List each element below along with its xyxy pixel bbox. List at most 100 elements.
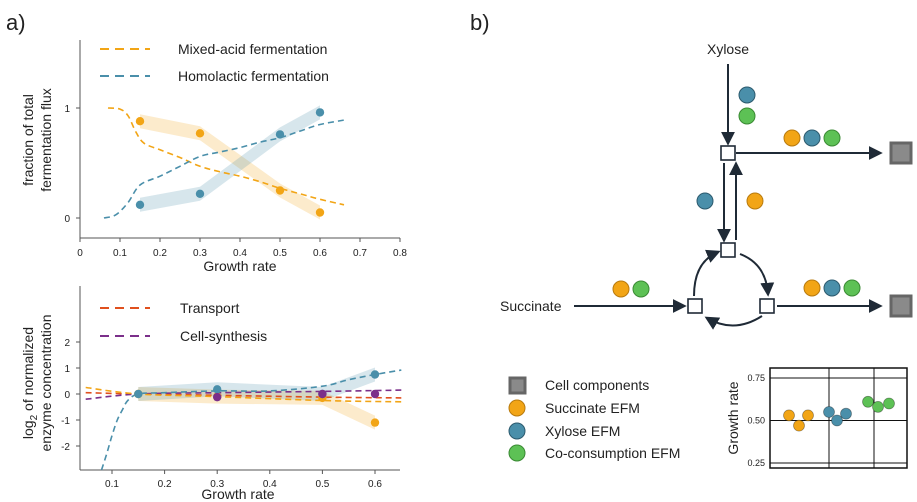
data-point xyxy=(135,200,145,209)
xylose-efm-icon xyxy=(508,422,526,440)
x-tick-label: 0.1 xyxy=(105,479,119,490)
legend-mixed-acid-label: Mixed-acid fermentation xyxy=(178,41,327,57)
bottom-y-axis-label-line1: log2 of normalized xyxy=(20,327,40,439)
legend-cell-components: Cell components xyxy=(545,377,649,393)
inset-point xyxy=(862,395,874,408)
succinate-label: Succinate xyxy=(500,298,562,314)
x-tick-label: 0.5 xyxy=(273,248,287,259)
cell-component-upper xyxy=(889,141,913,165)
upper-output-orange-marker xyxy=(783,129,801,147)
y-tick-label: 0 xyxy=(64,214,70,225)
uncertainty-band xyxy=(140,105,320,212)
y-tick-label: 1 xyxy=(64,104,70,115)
top-x-axis-label: Growth rate xyxy=(203,258,276,274)
y-tick-label: -2 xyxy=(61,442,70,453)
data-point xyxy=(315,108,325,117)
data-point xyxy=(370,370,380,379)
x-tick-label: 0.3 xyxy=(210,479,224,490)
growth-rate-inset-chart: 0.75 0.50 0.25 Growth rate xyxy=(725,367,908,469)
y-tick-label: 1 xyxy=(64,364,70,375)
panel-b-label: b) xyxy=(470,10,490,35)
data-point xyxy=(275,130,285,139)
inset-point xyxy=(883,397,895,410)
legend-co-consumption-efm: Co-consumption EFM xyxy=(545,445,680,461)
cycle-arrow-right-left xyxy=(704,315,763,330)
x-tick-label: 0.6 xyxy=(313,248,327,259)
data-point xyxy=(134,389,143,399)
bottom-y-axis-label-line2: enzyme concentration xyxy=(38,315,54,452)
panel-a-label: a) xyxy=(6,10,26,35)
xylose-uptake-green-marker xyxy=(738,107,756,125)
up-arrow-orange-marker xyxy=(746,192,764,210)
cycle-arrow-top-right xyxy=(739,253,775,297)
x-tick-label: 0.2 xyxy=(153,248,167,259)
inset-point xyxy=(872,400,884,413)
legend-xylose-efm: Xylose EFM xyxy=(545,423,620,439)
data-point xyxy=(370,389,380,399)
inset-y-tick-label: 0.25 xyxy=(747,458,765,468)
data-point xyxy=(370,418,380,427)
upper-output-blue-marker xyxy=(803,129,821,147)
data-point xyxy=(213,385,222,394)
data-point xyxy=(275,186,285,195)
series-curve xyxy=(85,391,402,399)
co-consumption-efm-icon xyxy=(508,444,526,462)
x-tick-label: 0.6 xyxy=(368,479,382,490)
inset-y-tick-label: 0.50 xyxy=(747,416,765,426)
x-tick-label: 0.8 xyxy=(393,248,407,259)
inset-point xyxy=(802,409,814,422)
lower-output-orange-marker xyxy=(803,279,821,297)
lower-output-blue-marker xyxy=(823,279,841,297)
legend-cell-synthesis-label: Cell-synthesis xyxy=(180,328,267,344)
inset-point xyxy=(783,409,795,422)
node-xylose xyxy=(720,145,736,161)
inset-point xyxy=(831,414,843,427)
x-tick-label: 0.7 xyxy=(353,248,367,259)
legend-succinate-efm: Succinate EFM xyxy=(545,400,640,416)
y-tick-label: 2 xyxy=(64,338,70,349)
node-cycle-left xyxy=(687,298,703,314)
inset-y-axis-label: Growth rate xyxy=(725,381,741,454)
uncertainty-band xyxy=(140,114,320,220)
y-tick-label: 0 xyxy=(64,390,70,401)
lower-output-green-marker xyxy=(843,279,861,297)
y-tick-label: -1 xyxy=(61,416,70,427)
succinate-uptake-green-marker xyxy=(632,280,650,298)
x-tick-label: 0 xyxy=(77,248,83,259)
x-tick-label: 0.3 xyxy=(193,248,207,259)
inset-y-tick-label: 0.75 xyxy=(747,373,765,383)
data-point xyxy=(135,117,145,126)
legend-homolactic-label: Homolactic fermentation xyxy=(178,68,329,84)
x-tick-label: 0.1 xyxy=(113,248,127,259)
xylose-uptake-blue-marker xyxy=(738,86,756,104)
cell-component-lower xyxy=(889,294,913,318)
metabolic-network: Xylose Succinate xyxy=(500,41,913,330)
inset-point xyxy=(840,407,852,420)
x-tick-label: 0.5 xyxy=(315,479,329,490)
x-tick-label: 0.4 xyxy=(263,479,277,490)
top-y-axis-label-line1: fraction of total xyxy=(20,94,36,186)
node-cycle-right xyxy=(759,298,775,314)
panel-b-legend: Cell components Succinate EFM Xylose EFM… xyxy=(508,376,680,462)
succinate-uptake-orange-marker xyxy=(612,280,630,298)
inset-point xyxy=(793,419,805,432)
series-curve xyxy=(107,107,345,206)
series-curve xyxy=(103,119,345,219)
x-tick-label: 0.4 xyxy=(233,248,247,259)
enzyme-chart: 0.1 0.2 0.3 0.4 0.5 0.6 2 1 0 -1 -2 Transport Cell… xyxy=(20,286,402,502)
upper-output-green-marker xyxy=(823,129,841,147)
cell-components-icon xyxy=(508,376,527,395)
succinate-efm-icon xyxy=(508,399,526,417)
data-point xyxy=(318,389,327,399)
inset-point xyxy=(823,406,835,418)
data-point xyxy=(315,208,325,217)
top-y-axis-label-line2: fermentation flux xyxy=(38,88,54,192)
data-point xyxy=(213,392,222,402)
x-tick-label: 0.2 xyxy=(158,479,172,490)
node-cycle-top xyxy=(720,242,736,258)
down-arrow-blue-marker xyxy=(696,192,714,210)
data-point xyxy=(195,129,205,138)
series-curve xyxy=(85,389,402,400)
cycle-arrow-left-top xyxy=(693,249,721,297)
